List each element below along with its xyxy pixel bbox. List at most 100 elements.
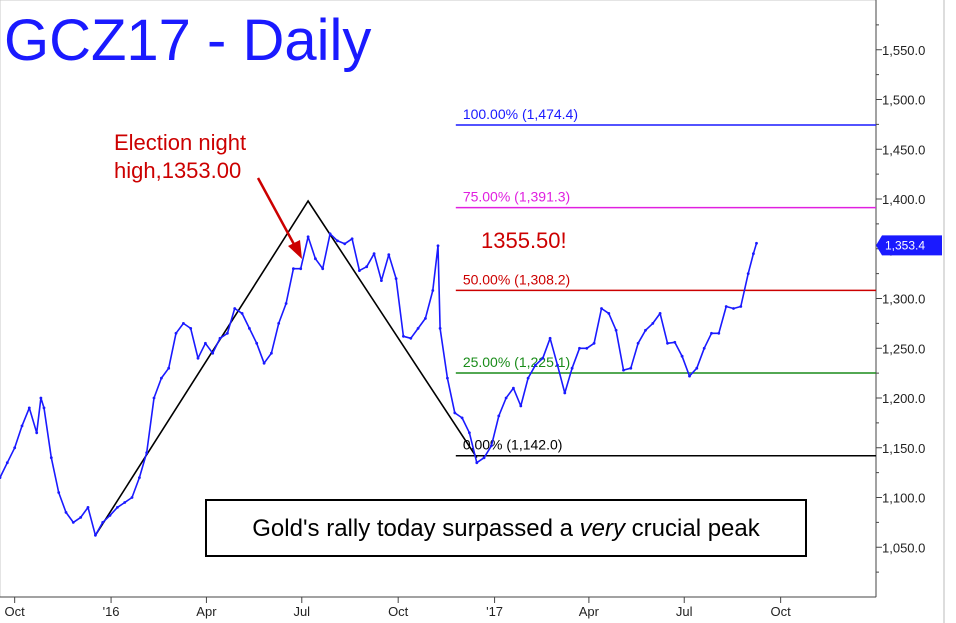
data-point bbox=[365, 265, 369, 269]
x-axis-ticks: Oct '16 Apr Jul Oct '17 Apr Jul Oct bbox=[5, 597, 792, 619]
x-tick-label: Oct bbox=[5, 604, 26, 619]
data-point bbox=[739, 305, 743, 308]
data-point bbox=[409, 336, 413, 340]
data-point bbox=[607, 312, 611, 315]
data-point bbox=[475, 461, 479, 465]
y-tick-label: 1,050.0 bbox=[882, 540, 925, 555]
data-point bbox=[526, 376, 530, 380]
data-point bbox=[732, 307, 735, 310]
data-point bbox=[446, 376, 449, 380]
data-point bbox=[292, 267, 295, 271]
data-point bbox=[152, 396, 156, 400]
data-point bbox=[512, 386, 515, 390]
data-point bbox=[255, 341, 259, 345]
data-point bbox=[299, 267, 303, 271]
data-point bbox=[752, 252, 755, 256]
data-point bbox=[585, 346, 589, 350]
data-point bbox=[387, 253, 391, 257]
data-point bbox=[702, 346, 706, 350]
data-point bbox=[160, 376, 163, 380]
data-point bbox=[755, 241, 758, 245]
data-point bbox=[167, 366, 171, 370]
data-point bbox=[321, 267, 325, 271]
data-point bbox=[372, 252, 376, 256]
data-point bbox=[636, 341, 640, 345]
data-point bbox=[666, 341, 669, 345]
data-point bbox=[328, 232, 332, 236]
data-point bbox=[101, 521, 105, 524]
chart-title: GCZ17 - Daily bbox=[4, 8, 371, 73]
data-point bbox=[431, 289, 435, 292]
caption-box: Gold's rally today surpassed a very cruc… bbox=[205, 499, 807, 557]
y-tick-label: 1,550.0 bbox=[882, 43, 925, 58]
data-point bbox=[336, 239, 339, 243]
data-point bbox=[39, 396, 43, 400]
data-point bbox=[622, 368, 625, 372]
data-point bbox=[108, 514, 112, 517]
fib-label: 50.00% (1,308.2) bbox=[463, 271, 570, 287]
data-point bbox=[438, 327, 442, 330]
data-point bbox=[724, 305, 728, 308]
data-point bbox=[27, 406, 31, 410]
data-point bbox=[497, 414, 501, 418]
x-tick-label: Oct bbox=[388, 604, 409, 619]
data-point bbox=[651, 322, 655, 325]
y-tick-label: 1,200.0 bbox=[882, 391, 925, 406]
data-point bbox=[680, 354, 684, 358]
price-series bbox=[0, 232, 758, 537]
data-point bbox=[394, 277, 398, 280]
wave-lines bbox=[94, 199, 478, 536]
y-tick-label: 1,150.0 bbox=[882, 441, 925, 456]
data-point bbox=[86, 506, 90, 509]
data-point bbox=[130, 496, 134, 499]
data-point bbox=[468, 431, 471, 435]
fibonacci-levels: 100.00% (1,474.4) 75.00% (1,391.3) 50.00% … bbox=[455, 106, 876, 457]
data-point bbox=[204, 341, 207, 345]
data-point bbox=[57, 491, 61, 494]
data-point bbox=[629, 366, 633, 370]
x-tick-label: Oct bbox=[771, 604, 792, 619]
x-tick-label: Jul bbox=[293, 604, 310, 619]
data-point bbox=[174, 331, 178, 335]
annotation-election-line2: high,1353.00 bbox=[114, 158, 241, 183]
data-point bbox=[673, 340, 677, 344]
data-point bbox=[460, 416, 464, 420]
x-tick-label: Jul bbox=[676, 604, 693, 619]
x-tick-label: '16 bbox=[103, 604, 120, 619]
data-point bbox=[64, 511, 68, 514]
fib-label: 0.00% (1,142.0) bbox=[463, 437, 563, 453]
data-point bbox=[541, 356, 545, 360]
data-point bbox=[211, 351, 215, 355]
data-point bbox=[277, 322, 281, 325]
data-point bbox=[592, 341, 596, 345]
fib-label: 100.00% (1,474.4) bbox=[463, 106, 578, 122]
data-point bbox=[123, 501, 127, 504]
wave-line bbox=[94, 199, 478, 536]
y-tick-label: 1,100.0 bbox=[882, 491, 925, 506]
data-point bbox=[71, 521, 75, 524]
data-point bbox=[416, 327, 420, 330]
y-axis-ticks: 1,050.0 1,100.0 1,150.0 1,200.0 1,250.0 1,300… bbox=[876, 24, 925, 573]
x-tick-label: '17 bbox=[486, 604, 503, 619]
data-point bbox=[196, 356, 200, 360]
data-point bbox=[548, 336, 552, 340]
data-point bbox=[145, 451, 149, 455]
data-point bbox=[695, 366, 699, 370]
data-point bbox=[20, 424, 24, 428]
data-point bbox=[614, 328, 618, 332]
x-tick-label: Apr bbox=[579, 604, 600, 619]
data-point bbox=[240, 312, 244, 315]
data-point bbox=[504, 396, 508, 400]
data-point bbox=[350, 237, 354, 241]
caption-pre: Gold's rally today surpassed a bbox=[252, 515, 579, 542]
data-point bbox=[746, 272, 750, 275]
last-price-badge: 1,353.4 bbox=[876, 235, 942, 256]
data-point bbox=[248, 327, 251, 330]
annotation-current-high: 1355.50! bbox=[481, 228, 567, 253]
data-point bbox=[182, 322, 185, 325]
data-point bbox=[453, 411, 457, 415]
fib-label: 75.00% (1,391.3) bbox=[463, 189, 570, 205]
data-point bbox=[138, 476, 141, 479]
series-line bbox=[0, 233, 758, 537]
